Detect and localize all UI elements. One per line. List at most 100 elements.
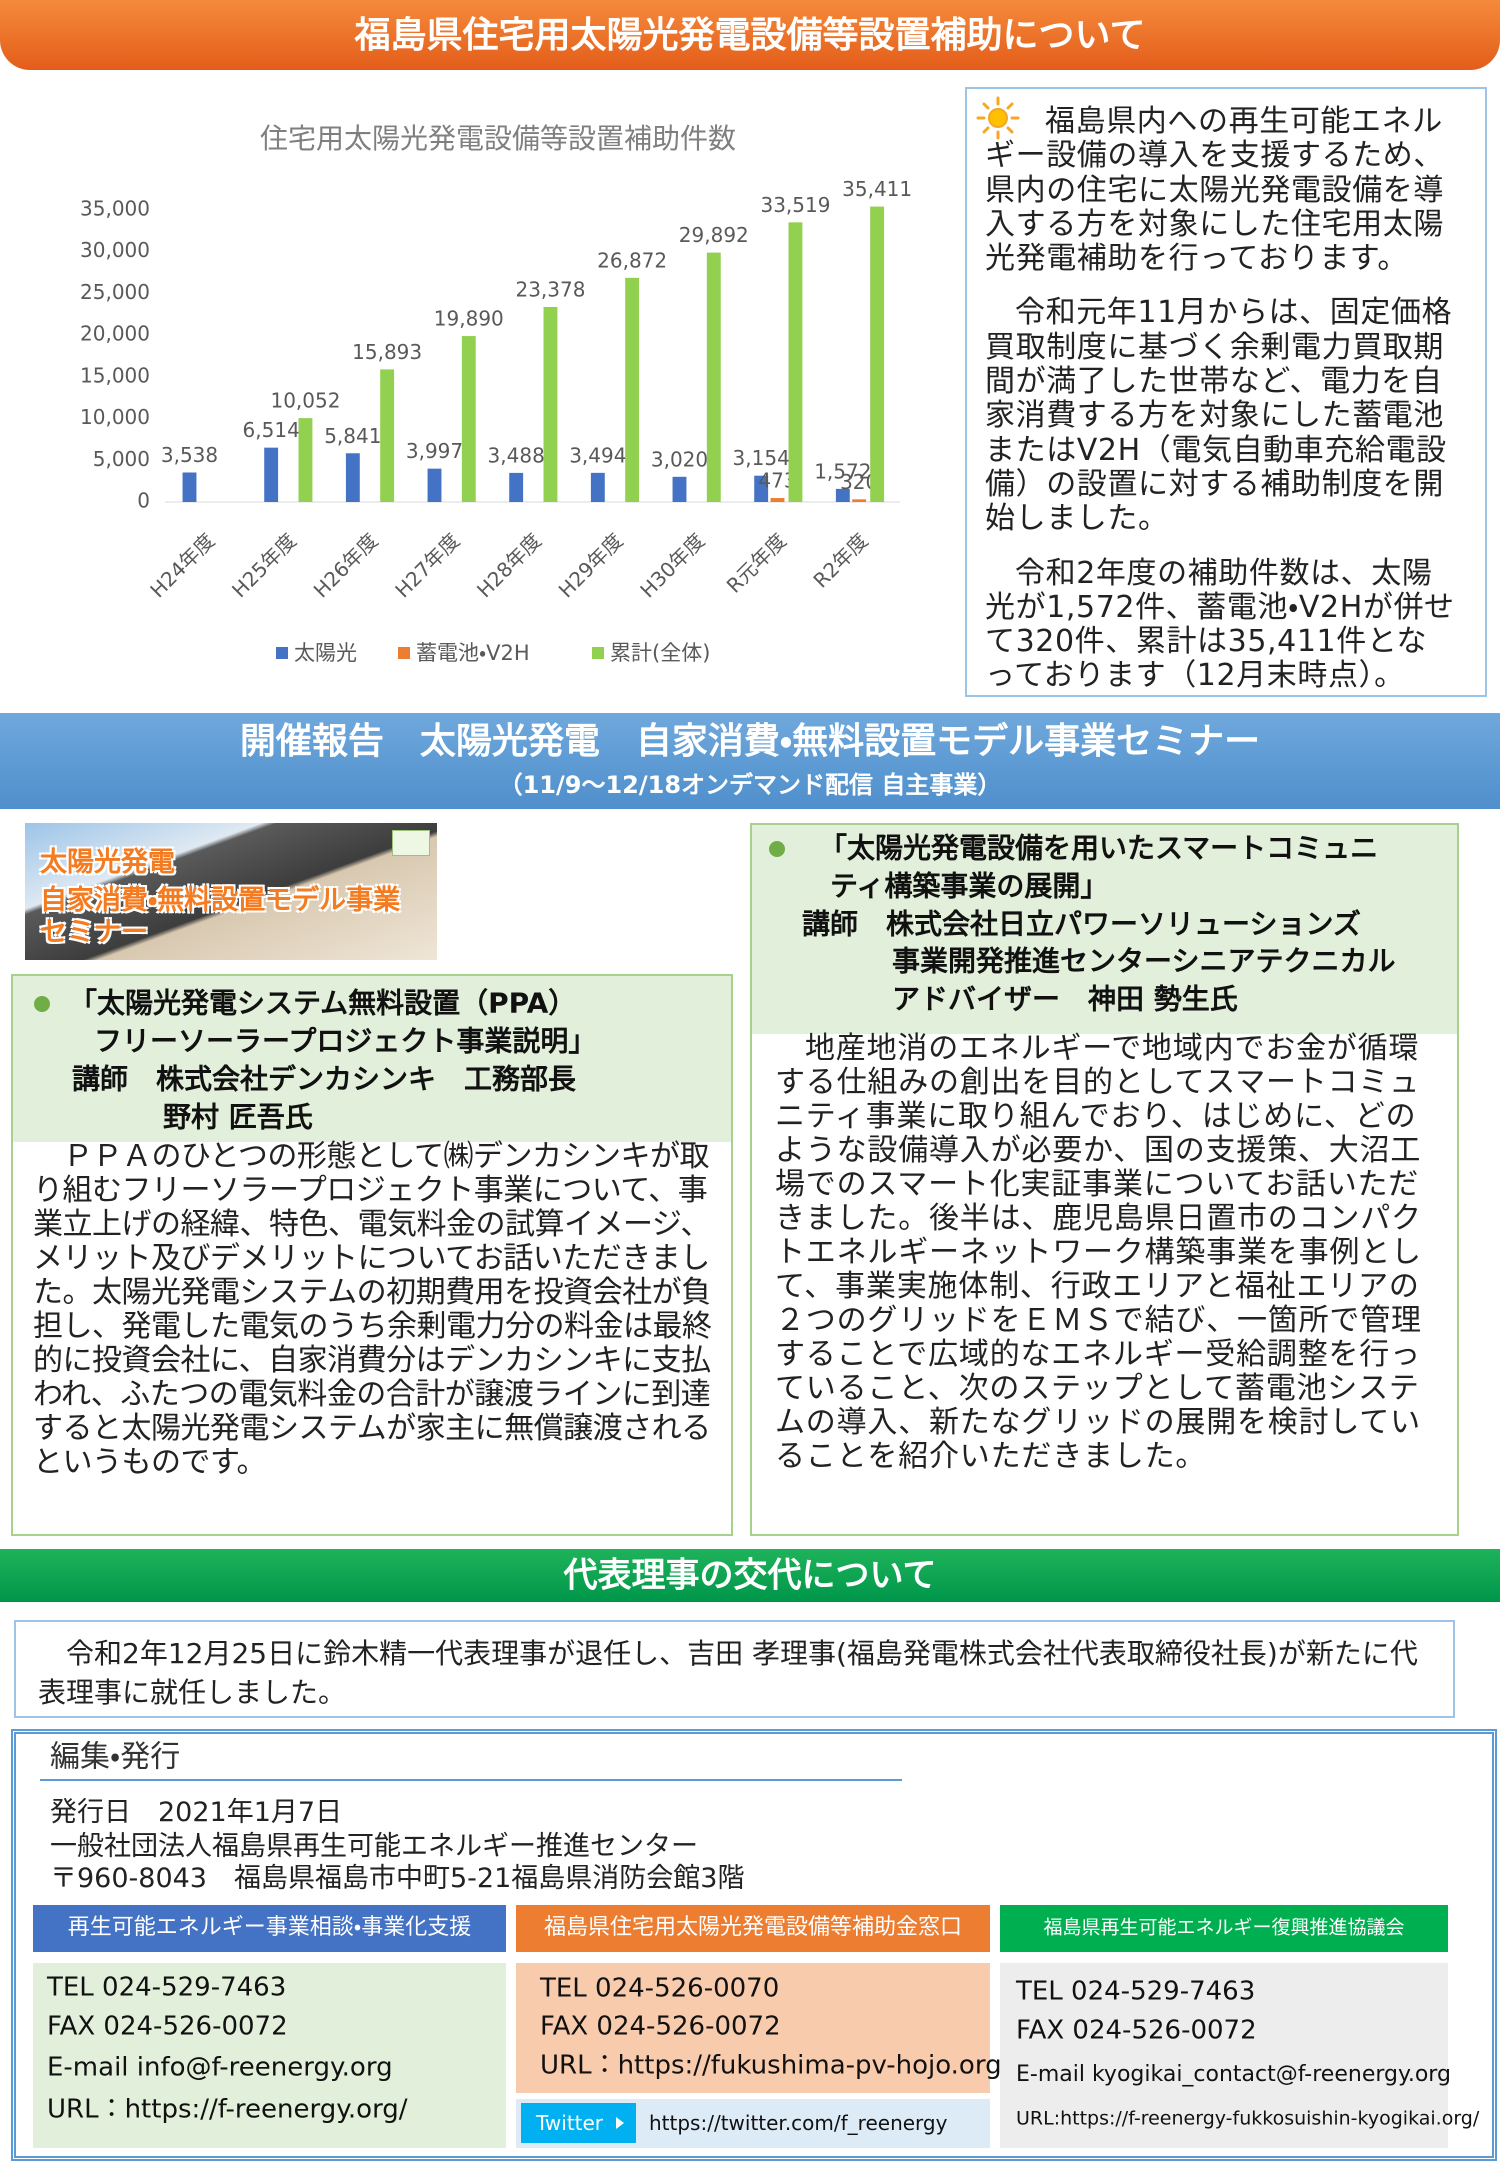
bar — [427, 468, 442, 502]
intro-paragraph: 令和2年度の補助件数は、太陽光が1,572件、蓄電池・V2Hが併せて320件、累… — [985, 555, 1455, 694]
value-label: 35,411 — [842, 177, 912, 201]
x-tick-label: H26年度 — [309, 528, 383, 602]
image-caption: 太陽光発電 — [40, 847, 175, 879]
value-label: 33,519 — [760, 193, 830, 217]
title-bar — [0, 0, 1500, 70]
talk-heading-line: 「太陽光発電設備を用いたスマートコミュニ — [819, 831, 1379, 865]
contact-line: URL：https://f-reenergy.org/ — [47, 2094, 408, 2125]
contact-line: TEL 024-529-7463 — [1016, 1976, 1256, 2007]
contact-line: TEL 024-529-7463 — [47, 1972, 287, 2003]
talk-heading-line: アドバイザー 神田 勢生氏 — [892, 982, 1238, 1016]
y-tick-label: 30,000 — [80, 238, 150, 262]
talk-body: ＰＰＡのひとつの形態として㈱デンカシンキが取り組むフリーソラープロジェクト事業に… — [33, 1139, 712, 1480]
value-label: 6,514 — [243, 418, 300, 442]
x-tick-label: R2年度 — [809, 528, 873, 592]
value-label: 10,052 — [270, 389, 340, 413]
seminar-subtitle: （11/9～12/18オンデマンド配信 自主事業） — [498, 770, 1002, 799]
publisher-line: 発行日 2021年1月7日 — [50, 1797, 343, 1829]
x-tick-label: R元年度 — [722, 528, 791, 597]
y-tick-label: 25,000 — [80, 280, 150, 304]
x-tick-label: H29年度 — [554, 528, 628, 602]
contact-line: E-mail kyogikai_contact@f-reenergy.org — [1016, 2061, 1451, 2087]
contact-line: URL：https://fukushima-pv-hojo.org/ — [540, 2050, 1011, 2081]
board-banner — [0, 1549, 1500, 1602]
contact-header — [516, 1905, 990, 1952]
value-label: 3,494 — [569, 443, 626, 467]
board-title: 代表理事の交代について — [563, 1555, 937, 1596]
intro-paragraph: 令和元年11月からは、固定価格買取制度に基づく余剰電力買取期間が満了した世帯など… — [985, 295, 1453, 537]
value-label: 3,020 — [651, 447, 708, 471]
bar — [298, 418, 313, 502]
seminar-image — [25, 823, 437, 960]
legend-swatch — [276, 647, 288, 659]
bar — [182, 472, 197, 502]
intro-box — [965, 87, 1487, 697]
image-caption: 自家消費・無料設置モデル事業 — [40, 885, 401, 917]
seminar-banner — [0, 713, 1500, 809]
bar — [625, 277, 640, 502]
twitter-url: https://twitter.com/f_reenergy — [649, 2111, 948, 2135]
talk-heading-line: ティ構築事業の展開」 — [830, 869, 1109, 903]
bar — [380, 369, 395, 502]
x-tick-label: H30年度 — [635, 528, 709, 602]
talk-heading-line: 野村 匠吾氏 — [163, 1100, 313, 1134]
image-caption: セミナー — [40, 917, 148, 949]
bar — [870, 206, 885, 502]
contact-header — [1000, 1905, 1448, 1952]
y-tick-label: 35,000 — [80, 197, 150, 221]
bar — [509, 472, 524, 502]
twitter-label: Twitter — [536, 2111, 604, 2135]
y-tick-label: 10,000 — [80, 405, 150, 429]
value-label: 5,841 — [324, 424, 381, 448]
value-label: 3,997 — [406, 439, 463, 463]
publisher-line: 〒960-8043 福島県福島市中町5-21福島県消防会館3階 — [50, 1863, 745, 1895]
legend-label: 太陽光 — [294, 641, 357, 665]
legend-swatch — [398, 647, 410, 659]
intro-text: 福島県内への再生可能エネルギー設備の導入を支援するため、県内の住宅に太陽光発電設… — [985, 104, 1455, 693]
talk-header — [13, 976, 731, 1142]
seminar-title: 開催報告 太陽光発電 自家消費・無料設置モデル事業セミナー — [239, 721, 1261, 763]
y-tick-label: 15,000 — [80, 363, 150, 387]
contact-line: FAX 024-526-0072 — [47, 2011, 288, 2042]
bar — [754, 475, 769, 502]
talk-heading-line: 講師 株式会社日立パワーソリューションズ — [802, 907, 1361, 941]
contact-line: FAX 024-526-0072 — [540, 2011, 781, 2042]
value-label: 15,893 — [352, 340, 422, 364]
image-logo — [392, 830, 430, 856]
bar — [543, 306, 558, 502]
legend-label: 蓄電池・V2H — [416, 641, 530, 665]
contact-body — [33, 1963, 506, 2148]
y-tick-label: 5,000 — [93, 447, 150, 471]
value-label: 1,572 — [814, 459, 871, 483]
value-label: 3,154 — [733, 446, 790, 470]
chart: 住宅用太陽光発電設備等設置補助件数 0 5,000 10,000 15,000 20,00… — [80, 122, 912, 665]
x-tick-label: H24年度 — [145, 528, 219, 602]
publisher-line: 一般社団法人福島県再生可能エネルギー推進センター — [50, 1831, 698, 1863]
bullet — [34, 996, 50, 1012]
sun-icon — [976, 96, 1020, 140]
value-label: 3,538 — [161, 443, 218, 467]
bar — [788, 222, 803, 502]
value-label: 19,890 — [434, 307, 504, 331]
contact-body — [1000, 1963, 1448, 2148]
page-title: 福島県住宅用太陽光発電設備等設置補助について — [354, 15, 1146, 57]
contact-title: 再生可能エネルギー事業相談・事業化支援 — [67, 1914, 472, 1940]
bar — [672, 476, 687, 502]
talk-heading-line: 「太陽光発電システム無料設置（PPA） — [69, 986, 577, 1020]
contact-body — [516, 1963, 990, 2093]
legend-swatch — [592, 647, 604, 659]
intro-paragraph: 福島県内への再生可能エネルギー設備の導入を支援するため、県内の住宅に太陽光発電設… — [985, 104, 1444, 277]
contact-line: TEL 024-526-0070 — [540, 1973, 780, 2004]
bar — [345, 453, 360, 502]
value-label: 26,872 — [597, 248, 667, 272]
contact-header — [33, 1905, 506, 1952]
bar — [590, 472, 605, 502]
publisher-box — [11, 1729, 1497, 2161]
chart-title: 住宅用太陽光発電設備等設置補助件数 — [260, 122, 736, 155]
y-tick-label: 0 — [137, 489, 150, 513]
value-label: 3,488 — [488, 443, 545, 467]
contact-title: 福島県再生可能エネルギー復興推進協議会 — [1043, 1916, 1405, 1939]
legend-label: 累計(全体) — [610, 641, 710, 665]
bar — [461, 336, 476, 502]
